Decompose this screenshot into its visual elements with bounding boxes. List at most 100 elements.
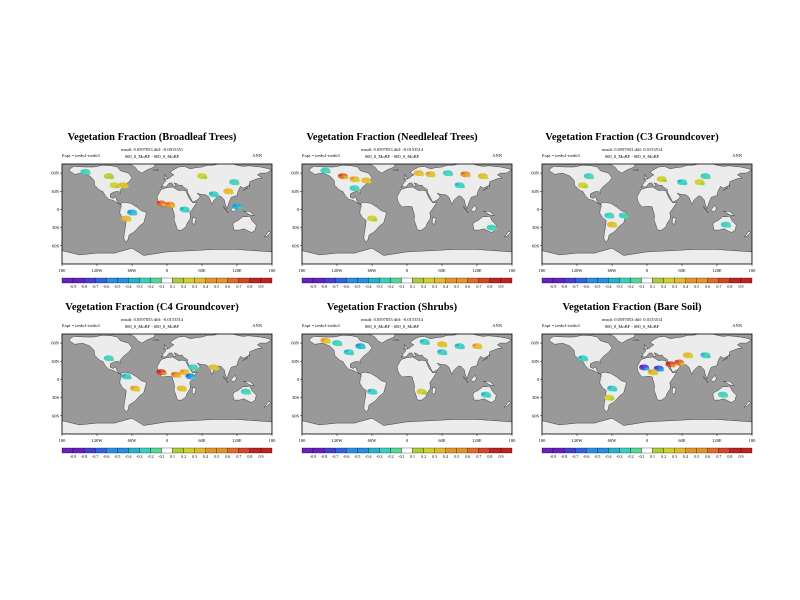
y-tick-label: 60S <box>52 243 60 248</box>
colorbar-label: -0.3 <box>376 454 382 459</box>
colorbar-label: -0.4 <box>125 454 131 459</box>
colorbar-box <box>249 277 262 284</box>
x-tick-label: 0 <box>406 268 409 273</box>
colorbar-label: -0.2 <box>387 284 393 289</box>
colorbar-label: -0.1 <box>398 284 404 289</box>
colorbar-label: -0.1 <box>158 284 164 289</box>
x-tick-label: 120E <box>712 268 722 273</box>
colorbar-box <box>575 277 587 284</box>
colorbar-box <box>696 447 708 454</box>
land-mass <box>230 374 237 383</box>
colorbar-box <box>216 277 228 284</box>
data-cell <box>337 173 349 180</box>
data-cell <box>460 171 471 178</box>
colorbar-box <box>117 447 129 454</box>
land-mass <box>609 164 636 174</box>
land-mass <box>482 183 490 191</box>
land-mass <box>710 374 717 383</box>
land-mass <box>482 353 490 361</box>
colorbar-label: -0.3 <box>136 284 142 289</box>
colorbar-label: 0.2 <box>661 284 666 289</box>
land-mass <box>503 401 512 408</box>
panel-expt-label: Expt = tredu1-tredu3 <box>62 323 100 328</box>
panel-stats: rmsdi: 0.0597053 diff: -0.0153514 <box>120 317 184 322</box>
colorbar-label: -0.1 <box>398 454 404 459</box>
land-mass <box>302 417 512 434</box>
panel-stats: rmsdi: 0.0597053 diff: -0.0015351 <box>120 147 184 152</box>
panel-season-tag: ANN <box>252 323 262 328</box>
data-cell <box>700 352 711 359</box>
colorbar-box <box>445 447 457 454</box>
y-tick-label: 30S <box>52 225 60 230</box>
colorbar-label: -0.4 <box>365 284 371 289</box>
colorbar-label: -0.9 <box>310 284 316 289</box>
land-mass <box>359 201 387 243</box>
data-cell <box>665 361 676 368</box>
colorbar-label: 0.2 <box>181 284 186 289</box>
colorbar-label: -0.9 <box>310 454 316 459</box>
colorbar-box <box>619 447 631 454</box>
land-mass <box>396 356 438 401</box>
data-cell <box>320 337 331 344</box>
land-mass <box>542 247 752 264</box>
data-cell <box>419 338 430 345</box>
land-mass <box>403 344 408 350</box>
colorbar-label: 0.2 <box>181 454 186 459</box>
colorbar-box <box>260 277 273 284</box>
colorbar-box <box>456 447 468 454</box>
x-tick-label: 60W <box>128 268 138 273</box>
colorbar-label: 0.7 <box>236 454 241 459</box>
data-cell <box>413 170 425 177</box>
colorbar-box <box>205 447 217 454</box>
data-cell <box>349 176 360 183</box>
land-mass <box>242 183 250 191</box>
data-cell <box>577 355 589 362</box>
colorbar-label: 0.6 <box>225 454 230 459</box>
colorbar-label: -0.6 <box>103 284 109 289</box>
colorbar-box <box>412 277 424 284</box>
data-cell <box>176 385 188 392</box>
colorbar-label: -0.7 <box>572 454 578 459</box>
y-tick-label: 30S <box>292 395 300 400</box>
y-tick-label: 60S <box>52 413 60 418</box>
x-tick-label: 120E <box>232 438 242 443</box>
land-mass <box>722 183 730 191</box>
data-cell <box>197 173 208 180</box>
colorbar-box <box>575 447 587 454</box>
colorbar-box <box>368 447 380 454</box>
land-mass <box>462 206 469 214</box>
x-tick-label: 0 <box>166 438 169 443</box>
data-cell <box>80 168 91 175</box>
data-cell <box>156 200 167 207</box>
land-mass <box>119 201 147 243</box>
colorbar-box <box>238 277 251 284</box>
colorbar-box <box>172 277 184 284</box>
land-mass <box>161 334 272 380</box>
colorbar-label: 0.1 <box>650 454 655 459</box>
colorbar-label: 0.2 <box>661 454 666 459</box>
land-mass <box>369 164 396 174</box>
land-mass <box>119 371 147 413</box>
land-mass <box>156 356 198 401</box>
x-tick-label: 120E <box>232 268 242 273</box>
colorbar-box <box>150 447 162 454</box>
colorbar-label: -0.3 <box>616 284 622 289</box>
colorbar-box <box>61 277 74 284</box>
data-cell <box>674 359 685 366</box>
y-tick-label: 60S <box>292 243 300 248</box>
panel-diff-label: 000_0_MoBF - 000_0_MoBF <box>604 324 660 329</box>
colorbar-label: 0.4 <box>203 284 208 289</box>
data-cell <box>472 343 483 350</box>
data-cell <box>223 188 234 195</box>
map-panel: Vegetation Fraction (C4 Groundcover) rmsd… <box>32 302 276 472</box>
y-tick-label: 60N <box>291 171 300 176</box>
x-tick-label: 180 <box>299 268 307 273</box>
land-mass <box>401 334 512 380</box>
colorbar-label: -0.2 <box>387 454 393 459</box>
colorbar-label: 0.8 <box>727 284 732 289</box>
x-tick-label: 0 <box>166 268 169 273</box>
x-tick-label: 120E <box>472 268 482 273</box>
panel-stats: rmsdi: 0.0597053 diff: 0.0153514 <box>601 147 663 152</box>
land-mass <box>302 247 512 264</box>
colorbar-box <box>357 277 369 284</box>
